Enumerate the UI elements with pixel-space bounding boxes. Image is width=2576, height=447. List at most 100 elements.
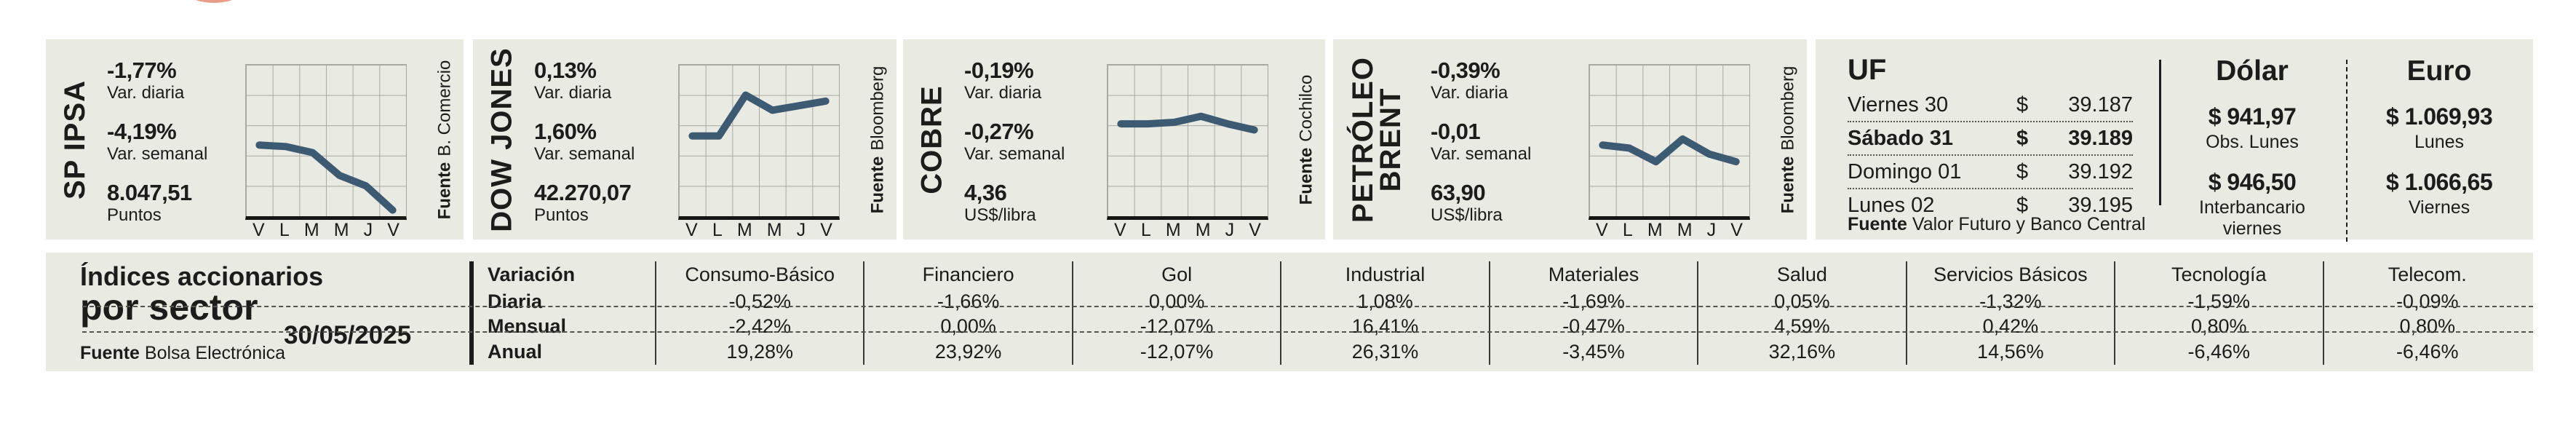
sector-column: Consumo-Básico -0,52% -2,42% 19,28% <box>655 261 863 365</box>
sector-column: Gol 0,00% -12,07% -12,07% <box>1071 261 1280 365</box>
sector-column: Financiero -1,66% 0,00% 23,92% <box>863 261 1071 365</box>
index-value: 4,36 <box>964 180 1007 205</box>
source-credit-vertical: FuenteCochilco <box>1296 74 1316 205</box>
sector-column: Servicios Básicos -1,32% 0,42% 14,56% <box>1905 261 2114 365</box>
sector-name: Gol <box>1161 264 1193 286</box>
sector-name: Industrial <box>1345 264 1426 286</box>
sector-value: -6,46% <box>2187 341 2251 363</box>
sector-value: 0,05% <box>1774 290 1830 312</box>
var-weekly-label: Var. semanal <box>107 144 208 164</box>
divider-dashed <box>2346 60 2348 242</box>
sector-column: Materiales -1,69% -0,47% -3,45% <box>1488 261 1697 365</box>
sector-value: 19,28% <box>726 341 793 363</box>
dolar-title: Dólar <box>2216 55 2289 87</box>
sector-indices-panel: Índices accionarios por sector 30/05/202… <box>46 253 2533 371</box>
sector-value: -0,52% <box>728 290 791 312</box>
card-title-vertical: DOW JONES <box>476 39 528 240</box>
sector-value: 0,42% <box>1982 315 2039 338</box>
index-unit: Puntos <box>107 205 162 225</box>
var-daily-value: -0,39% <box>1431 58 1500 83</box>
card-title-text: COBRE <box>916 84 949 194</box>
row-label-anual: Anual <box>488 341 543 363</box>
uf-row-highlighted: Sábado 31 $39.189 <box>1848 122 2133 156</box>
uf-table: Viernes 30 $39.187 Sábado 31 $39.189 Domin… <box>1848 89 2133 221</box>
row-label-diaria: Diaria <box>488 290 543 312</box>
sparkline-chart <box>245 64 407 220</box>
index-unit: US$/libra <box>964 205 1036 225</box>
source-credit-vertical: FuenteB. Comercio <box>434 60 454 219</box>
var-daily-value: -1,77% <box>107 58 177 83</box>
panel-source-credit: Fuente Bolsa Electrónica <box>80 343 286 363</box>
var-daily-value: 0,13% <box>534 58 597 83</box>
var-daily-label: Var. diaria <box>1431 83 1508 103</box>
panel-title-line1: Índices accionarios <box>80 261 324 291</box>
sector-value: -0,47% <box>1562 315 1625 338</box>
card-title-text: DOW JONES <box>486 47 519 232</box>
indicator-card-sp-ipsa: SP IPSA -1,77% Var. diaria -4,19% Var. sem… <box>46 39 464 240</box>
sector-value: 1,08% <box>1357 290 1413 312</box>
sector-value: -1,69% <box>1562 290 1625 312</box>
sector-name: Tecnología <box>2171 264 2267 286</box>
sector-value: -3,45% <box>1562 341 1625 363</box>
sector-value: -0,09% <box>2396 290 2459 312</box>
divider-thick-bar <box>469 261 474 365</box>
uf-source-credit: Fuente Valor Futuro y Banco Central <box>1848 214 2146 234</box>
var-daily-label: Var. diaria <box>534 83 612 103</box>
panel-title-line2: por sector <box>80 287 258 328</box>
panel-date: 30/05/2025 <box>284 321 412 349</box>
uf-row: Domingo 01 $39.192 <box>1848 156 2133 189</box>
table-row-labels: Variación Diaria Mensual Anual <box>480 261 655 365</box>
uf-row: Lunes 02 $39.195 <box>1848 193 2133 217</box>
dolar-observed-caption: Obs. Lunes <box>2206 132 2299 152</box>
index-value: 8.047,51 <box>107 180 192 205</box>
sector-value: -12,07% <box>1140 315 1214 338</box>
euro-monday-caption: Lunes <box>2414 132 2465 152</box>
sector-value: 0,00% <box>940 315 996 338</box>
sector-name: Servicios Básicos <box>1933 264 2088 286</box>
uf-row: Viernes 30 $39.187 <box>1848 89 2133 122</box>
index-unit: Puntos <box>534 205 589 225</box>
var-daily-label: Var. diaria <box>964 83 1042 103</box>
divider-solid <box>2159 60 2161 205</box>
var-weekly-value: -0,27% <box>964 119 1034 144</box>
card-title-vertical: SP IPSA <box>49 39 101 240</box>
var-daily-label: Var. diaria <box>107 83 185 103</box>
sector-value: 16,41% <box>1351 315 1419 338</box>
sector-value: -6,46% <box>2396 341 2459 363</box>
var-weekly-value: -0,01 <box>1431 119 1481 144</box>
indicator-card-petroleo-brent: PETRÓLEO BRENT -0,39% Var. diaria -0,01 Var… <box>1333 39 1807 240</box>
card-title-text: BRENT <box>1375 87 1407 191</box>
index-value: 42.270,07 <box>534 180 632 205</box>
var-weekly-value: 1,60% <box>534 119 597 144</box>
sector-value: -1,66% <box>937 290 1000 312</box>
var-weekly-label: Var. semanal <box>534 144 635 164</box>
euro-title: Euro <box>2406 55 2472 87</box>
sector-value: 4,59% <box>1774 315 1830 338</box>
row-separator-dashed <box>82 306 2533 307</box>
sector-name: Salud <box>1776 264 1827 286</box>
sector-value: 32,16% <box>1768 341 1836 363</box>
card-title-vertical: COBRE <box>906 39 958 240</box>
euro-friday-value: $ 1.066,65 <box>2385 169 2493 195</box>
sparkline-chart <box>1107 64 1268 220</box>
sector-value: 23,92% <box>934 341 1002 363</box>
row-label-mensual: Mensual <box>488 315 567 338</box>
sector-name: Consumo-Básico <box>685 264 835 286</box>
sector-value: -2,42% <box>728 315 791 338</box>
var-weekly-label: Var. semanal <box>964 144 1065 164</box>
table-header-variacion: Variación <box>488 264 576 286</box>
sector-column: Tecnología -1,59% 0,80% -6,46% <box>2114 261 2322 365</box>
sector-name: Financiero <box>922 264 1014 286</box>
sector-value: 0,80% <box>2191 315 2247 338</box>
var-weekly-value: -4,19% <box>107 119 177 144</box>
sector-value: 0,00% <box>1148 290 1205 312</box>
sector-value: 0,80% <box>2399 315 2455 338</box>
euro-monday-value: $ 1.069,93 <box>2385 103 2493 130</box>
uf-title: UF <box>1848 54 1887 86</box>
dolar-interbank-value: $ 946,50 <box>2208 169 2297 195</box>
